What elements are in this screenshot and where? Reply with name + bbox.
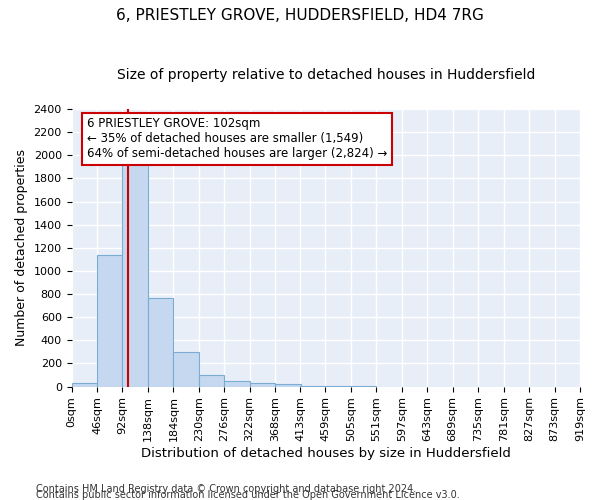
Text: Contains HM Land Registry data © Crown copyright and database right 2024.: Contains HM Land Registry data © Crown c… (36, 484, 416, 494)
Text: Contains public sector information licensed under the Open Government Licence v3: Contains public sector information licen… (36, 490, 460, 500)
Bar (148, 298, 173, 386)
Bar (275, 384, 301, 386)
Title: Size of property relative to detached houses in Huddersfield: Size of property relative to detached ho… (116, 68, 535, 82)
Bar (71, 382, 97, 386)
X-axis label: Distribution of detached houses by size in Huddersfield: Distribution of detached houses by size … (141, 447, 511, 460)
Bar (122, 159, 148, 386)
Bar (199, 375, 224, 386)
Bar (173, 352, 199, 386)
Y-axis label: Number of detached properties: Number of detached properties (15, 150, 28, 346)
Text: 6, PRIESTLEY GROVE, HUDDERSFIELD, HD4 7RG: 6, PRIESTLEY GROVE, HUDDERSFIELD, HD4 7R… (116, 8, 484, 22)
Bar (97, 255, 122, 386)
Bar (250, 384, 275, 386)
Bar (224, 382, 250, 386)
Text: 6 PRIESTLEY GROVE: 102sqm
← 35% of detached houses are smaller (1,549)
64% of se: 6 PRIESTLEY GROVE: 102sqm ← 35% of detac… (87, 118, 387, 160)
